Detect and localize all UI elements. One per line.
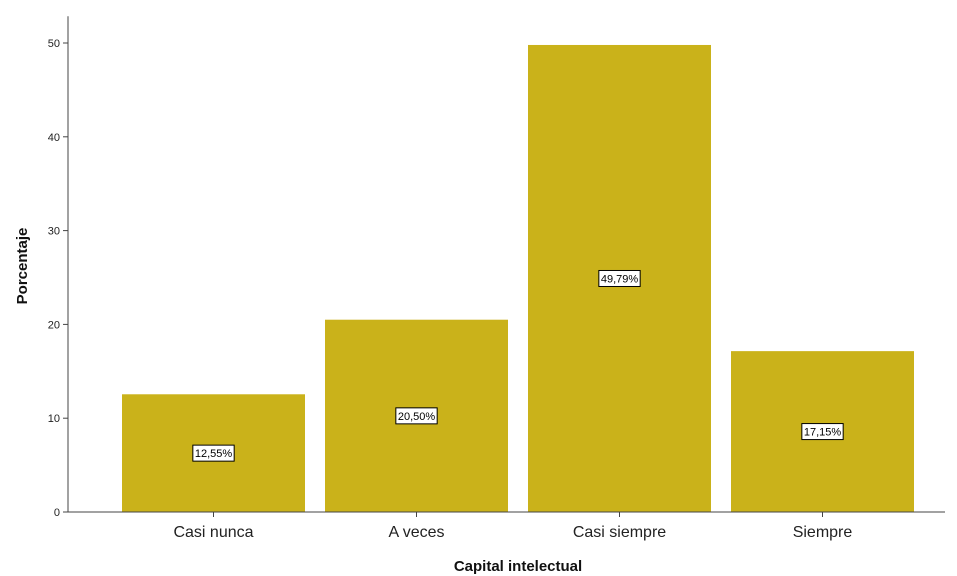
- data-label-text: 17,15%: [804, 427, 842, 439]
- data-label: 12,55%: [192, 444, 235, 462]
- x-category-label: Casi siempre: [573, 524, 666, 541]
- data-label-text: 12,55%: [195, 448, 233, 460]
- data-label-box: [598, 269, 641, 287]
- y-ticks-layer: 0 10 20 30 40 50: [48, 38, 68, 519]
- x-category-label: Siempre: [793, 524, 853, 541]
- y-tick-label: 30: [48, 226, 60, 238]
- data-label: 20,50%: [395, 407, 438, 425]
- data-label-text: 20,50%: [398, 411, 436, 423]
- y-tick-label: 50: [48, 38, 60, 50]
- y-axis-title: Porcentaje: [14, 228, 31, 305]
- data-label-text: 49,79%: [601, 273, 639, 285]
- y-tick-label: 10: [48, 413, 60, 425]
- data-label: 17,15%: [801, 423, 844, 441]
- axes-layer: [67, 16, 945, 513]
- data-labels-layer: 12,55% 20,50% 49,79% 17,15%: [192, 269, 844, 462]
- data-label-box: [192, 444, 235, 462]
- x-categories-layer: Casi nunca A veces Casi siempre Siempre: [173, 512, 852, 541]
- bars-layer: [122, 44, 914, 513]
- x-category-label: Casi nunca: [173, 524, 253, 541]
- data-label: 49,79%: [598, 269, 641, 287]
- y-tick-label: 40: [48, 132, 60, 144]
- x-category-label: A veces: [388, 524, 444, 541]
- y-tick-label: 0: [54, 507, 60, 519]
- data-label-box: [395, 407, 438, 425]
- y-tick-label: 20: [48, 319, 60, 331]
- data-label-box: [801, 423, 844, 441]
- x-axis-title: Capital intelectual: [454, 558, 582, 575]
